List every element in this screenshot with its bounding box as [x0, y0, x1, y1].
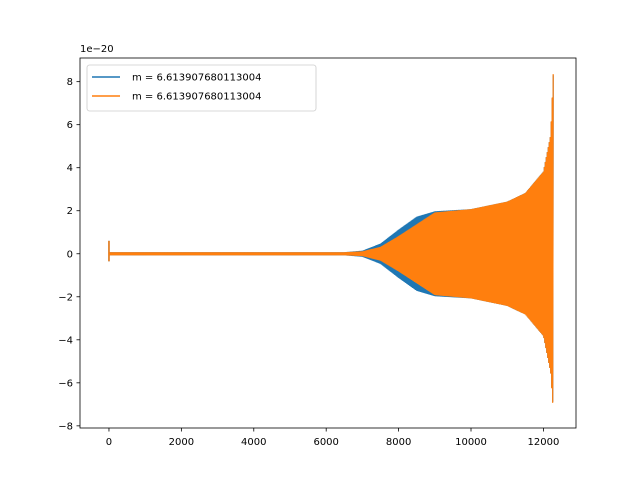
- y-tick-label: 4: [67, 163, 73, 174]
- x-tick-label: 2000: [169, 437, 194, 448]
- y-tick-label: −8: [58, 421, 73, 432]
- x-tick-label: 12000: [528, 437, 560, 448]
- x-tick-label: 0: [106, 437, 112, 448]
- y-tick-label: −4: [58, 335, 73, 346]
- y-offset-text: 1e−20: [80, 44, 114, 55]
- x-tick-label: 4000: [241, 437, 266, 448]
- legend: m = 6.613907680113004 m = 6.6139076801130…: [86, 64, 317, 112]
- x-tick-label: 10000: [455, 437, 487, 448]
- y-axis: −8 −6 −4 −2 0 2 4 6 8: [58, 77, 80, 432]
- x-axis: 0 2000 4000 6000 8000 10000 12000: [106, 428, 560, 448]
- y-tick-label: −6: [58, 378, 73, 389]
- series-line-2: [108, 74, 554, 403]
- plot-area: [108, 74, 554, 403]
- y-tick-label: 0: [67, 249, 73, 260]
- legend-box: [86, 64, 317, 112]
- x-tick-label: 8000: [386, 437, 411, 448]
- y-tick-label: 2: [67, 206, 73, 217]
- axes-frame: [79, 57, 577, 429]
- y-tick-label: 6: [67, 120, 73, 131]
- legend-label-2: m = 6.613907680113004: [132, 92, 261, 103]
- legend-label-1: m = 6.613907680113004: [132, 73, 261, 84]
- y-tick-label: −2: [58, 292, 73, 303]
- y-tick-label: 8: [67, 77, 73, 88]
- x-tick-label: 6000: [313, 437, 338, 448]
